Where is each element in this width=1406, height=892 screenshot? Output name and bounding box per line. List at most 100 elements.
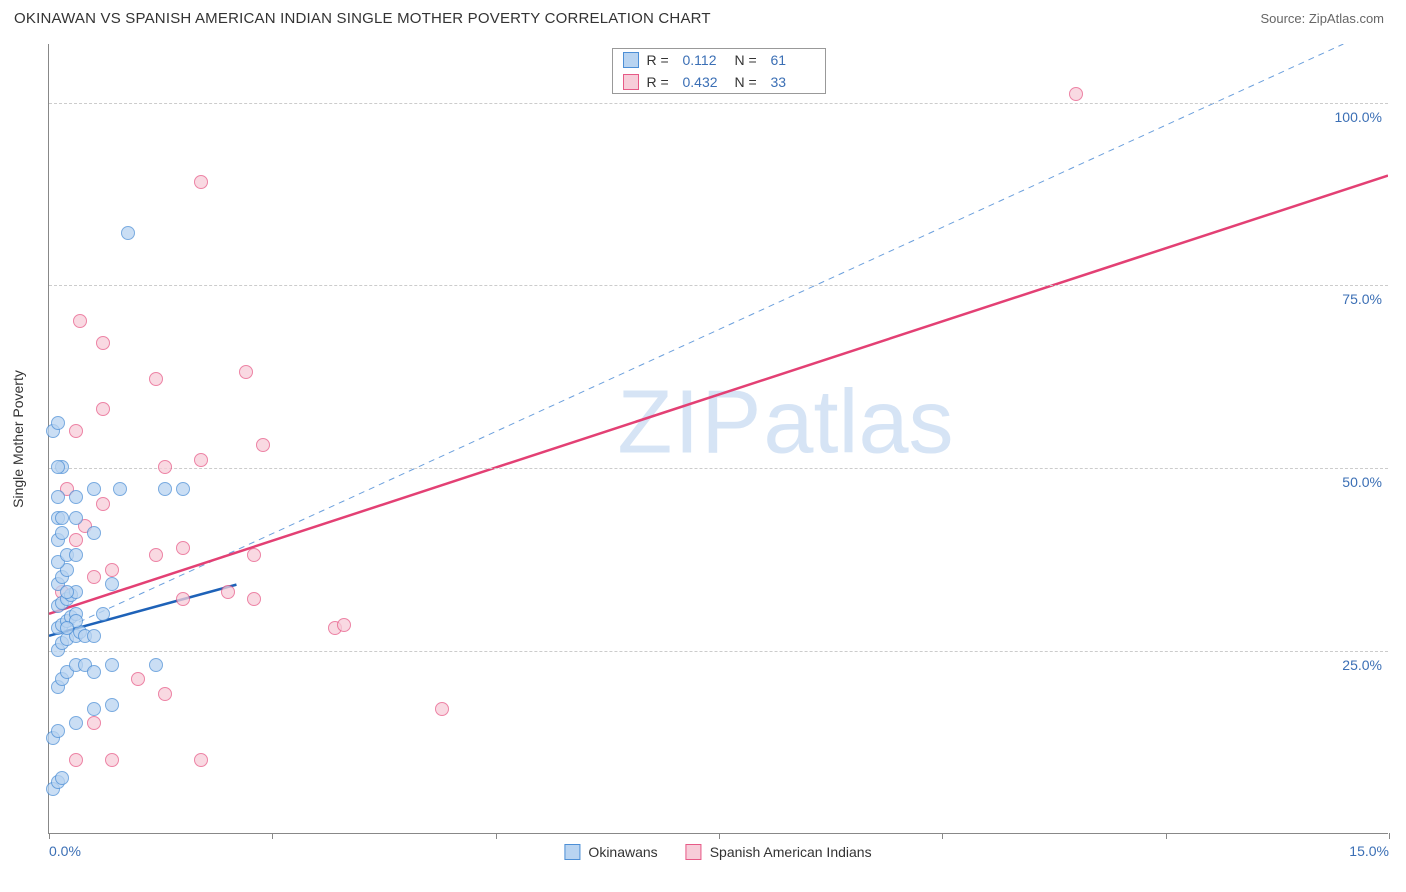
data-point: [69, 548, 83, 562]
watermark: ZIPatlas: [617, 371, 953, 474]
data-point: [149, 372, 163, 386]
data-point: [60, 585, 74, 599]
data-point: [69, 511, 83, 525]
data-point: [69, 490, 83, 504]
data-point: [96, 607, 110, 621]
legend-n-value: 61: [771, 52, 815, 68]
legend-r-value: 0.432: [683, 74, 727, 90]
gridline: [49, 103, 1388, 104]
data-point: [96, 402, 110, 416]
scatter-chart: Single Mother Poverty ZIPatlas R =0.112N…: [48, 44, 1388, 834]
chart-title: OKINAWAN VS SPANISH AMERICAN INDIAN SING…: [14, 10, 711, 27]
data-point: [194, 453, 208, 467]
data-point: [158, 460, 172, 474]
y-axis-label: Single Mother Poverty: [10, 370, 26, 508]
data-point: [87, 665, 101, 679]
x-tick: [1166, 833, 1167, 839]
data-point: [113, 482, 127, 496]
data-point: [69, 716, 83, 730]
plot-area: ZIPatlas R = 0.112 N = 61 R = 0.432 N = 33 25.0…: [48, 44, 1388, 834]
legend-r-label: R =: [647, 74, 675, 90]
data-point: [69, 753, 83, 767]
data-point: [87, 629, 101, 643]
x-tick: [1389, 833, 1390, 839]
series-legend: Okinawans Spanish American Indians: [564, 844, 871, 860]
data-point: [176, 482, 190, 496]
data-point: [87, 716, 101, 730]
data-point: [247, 548, 261, 562]
x-tick: [49, 833, 50, 839]
trend-lines-layer: [49, 44, 1388, 833]
x-tick: [496, 833, 497, 839]
legend-r-value: 0.112: [683, 52, 727, 68]
y-tick-label: 50.0%: [1342, 474, 1390, 490]
data-point: [105, 698, 119, 712]
data-point: [87, 482, 101, 496]
legend-n-value: 33: [771, 74, 815, 90]
x-tick: [942, 833, 943, 839]
data-point: [435, 702, 449, 716]
legend-swatch: [623, 74, 639, 90]
data-point: [51, 416, 65, 430]
legend-swatch: [686, 844, 702, 860]
x-tick: [719, 833, 720, 839]
data-point: [1069, 87, 1083, 101]
x-tick-label: 0.0%: [49, 843, 81, 859]
data-point: [105, 577, 119, 591]
data-point: [96, 336, 110, 350]
chart-header: OKINAWAN VS SPANISH AMERICAN INDIAN SING…: [0, 0, 1406, 33]
y-tick-label: 100.0%: [1335, 109, 1390, 125]
legend-n-label: N =: [735, 52, 763, 68]
legend-series-name: Spanish American Indians: [710, 844, 872, 860]
x-tick-label: 15.0%: [1349, 843, 1389, 859]
legend-row: R = 0.432 N = 33: [613, 71, 825, 93]
legend-n-label: N =: [735, 74, 763, 90]
data-point: [149, 658, 163, 672]
legend-r-label: R =: [647, 52, 675, 68]
data-point: [337, 618, 351, 632]
gridline: [49, 285, 1388, 286]
data-point: [176, 592, 190, 606]
data-point: [194, 753, 208, 767]
data-point: [69, 533, 83, 547]
data-point: [247, 592, 261, 606]
source-attribution: Source: ZipAtlas.com: [1260, 11, 1384, 26]
data-point: [121, 226, 135, 240]
data-point: [149, 548, 163, 562]
data-point: [51, 460, 65, 474]
correlation-legend: R = 0.112 N = 61 R = 0.432 N = 33: [612, 48, 826, 94]
legend-swatch: [564, 844, 580, 860]
data-point: [51, 490, 65, 504]
data-point: [55, 511, 69, 525]
legend-row: R = 0.112 N = 61: [613, 49, 825, 71]
legend-series-name: Okinawans: [588, 844, 657, 860]
data-point: [87, 702, 101, 716]
data-point: [69, 424, 83, 438]
y-tick-label: 25.0%: [1342, 657, 1390, 673]
legend-series-item: Spanish American Indians: [686, 844, 872, 860]
data-point: [105, 658, 119, 672]
data-point: [87, 570, 101, 584]
y-tick-label: 75.0%: [1342, 291, 1390, 307]
legend-series-item: Okinawans: [564, 844, 657, 860]
data-point: [256, 438, 270, 452]
data-point: [105, 753, 119, 767]
data-point: [158, 482, 172, 496]
data-point: [221, 585, 235, 599]
data-point: [131, 672, 145, 686]
data-point: [60, 621, 74, 635]
gridline: [49, 468, 1388, 469]
data-point: [194, 175, 208, 189]
data-point: [239, 365, 253, 379]
data-point: [105, 563, 119, 577]
data-point: [87, 526, 101, 540]
x-tick: [272, 833, 273, 839]
data-point: [51, 724, 65, 738]
data-point: [158, 687, 172, 701]
gridline: [49, 651, 1388, 652]
data-point: [73, 314, 87, 328]
data-point: [55, 771, 69, 785]
data-point: [176, 541, 190, 555]
data-point: [55, 526, 69, 540]
legend-swatch: [623, 52, 639, 68]
